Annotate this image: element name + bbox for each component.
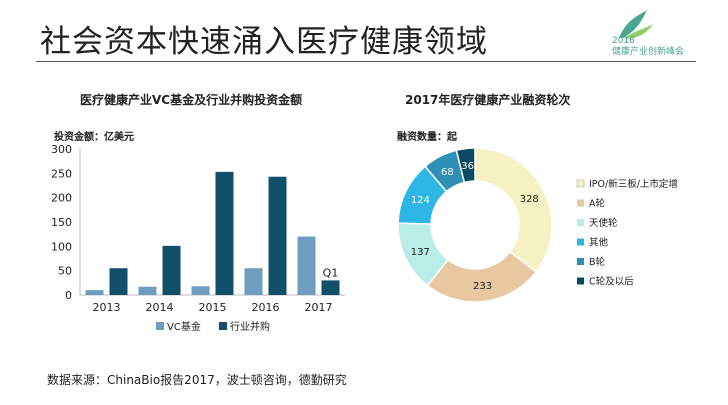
donut-legend-label: 其他 (589, 237, 609, 249)
bar (321, 280, 340, 295)
donut-legend-label: C轮及以后 (589, 276, 634, 288)
y-tick-label: 100 (51, 240, 72, 253)
donut-value-label: 68 (441, 167, 454, 178)
x-tick-label: 2013 (93, 301, 121, 314)
y-tick-label: 300 (51, 143, 72, 156)
bar (297, 236, 316, 295)
donut-legend-swatch (577, 199, 584, 207)
bar (138, 286, 157, 295)
legend-swatch (219, 322, 227, 330)
source-note: 数据来源：ChinaBio报告2017，波士顿咨询，德勤研究 (47, 373, 347, 387)
donut-legend-label: B轮 (589, 256, 606, 268)
x-tick-label: 2014 (146, 301, 174, 314)
donut-slice (474, 147, 553, 273)
donut-legend-swatch (577, 277, 584, 285)
logo-line1: 2018 (612, 36, 635, 46)
pie-value-label: 融资数量：起 (397, 132, 457, 143)
bar-chart-ylabel: 投资金额：亿美元 (54, 132, 134, 143)
donut-legend-swatch (577, 219, 584, 226)
donut-legend-swatch (577, 238, 584, 246)
q1-annotation: Q1 (323, 266, 339, 279)
donut-legend-swatch (576, 179, 585, 188)
logo-icon (619, 10, 653, 39)
legend-label: VC基金 (167, 320, 201, 333)
donut-value-label: 328 (520, 194, 539, 205)
bar (85, 290, 104, 295)
pie-chart-title: 2017年医疗健康产业融资轮次 (405, 93, 571, 107)
donut-value-label: 137 (411, 247, 430, 258)
legend-swatch (156, 322, 164, 330)
bar (215, 171, 234, 295)
donut-legend-label: A轮 (589, 198, 605, 210)
donut-value-label: 233 (473, 281, 492, 292)
y-tick-label: 200 (51, 192, 72, 205)
y-tick-label: 50 (58, 265, 72, 278)
logo-line2: 健康产业创新峰会 (612, 47, 685, 57)
donut-legend-label: 天使轮 (589, 217, 618, 229)
bar (268, 176, 287, 295)
donut-legend-label: IPO/新三板/上市定增 (589, 178, 678, 190)
donut-value-label: 36 (461, 161, 474, 172)
slide-title: 社会资本快速涌入医疗健康领域 (40, 24, 488, 60)
x-tick-label: 2017 (305, 301, 333, 314)
donut-legend-swatch (577, 258, 584, 265)
donut-value-label: 124 (411, 195, 430, 206)
donut-slice (455, 147, 476, 184)
bar (191, 286, 210, 295)
bar (109, 268, 128, 295)
bar (162, 245, 181, 295)
y-tick-label: 250 (51, 167, 72, 180)
logo-text: 2018 健康产业创新峰会 (612, 36, 684, 58)
y-tick-label: 0 (65, 289, 72, 302)
x-tick-label: 2015 (199, 301, 227, 314)
bar-chart-title: 医疗健康产业VC基金及行业并购投资金额 (80, 93, 303, 107)
x-tick-label: 2016 (252, 301, 280, 314)
y-tick-label: 150 (51, 216, 72, 229)
legend-label: 行业并购 (230, 320, 270, 333)
bar (244, 268, 263, 295)
title-rule (36, 61, 696, 62)
